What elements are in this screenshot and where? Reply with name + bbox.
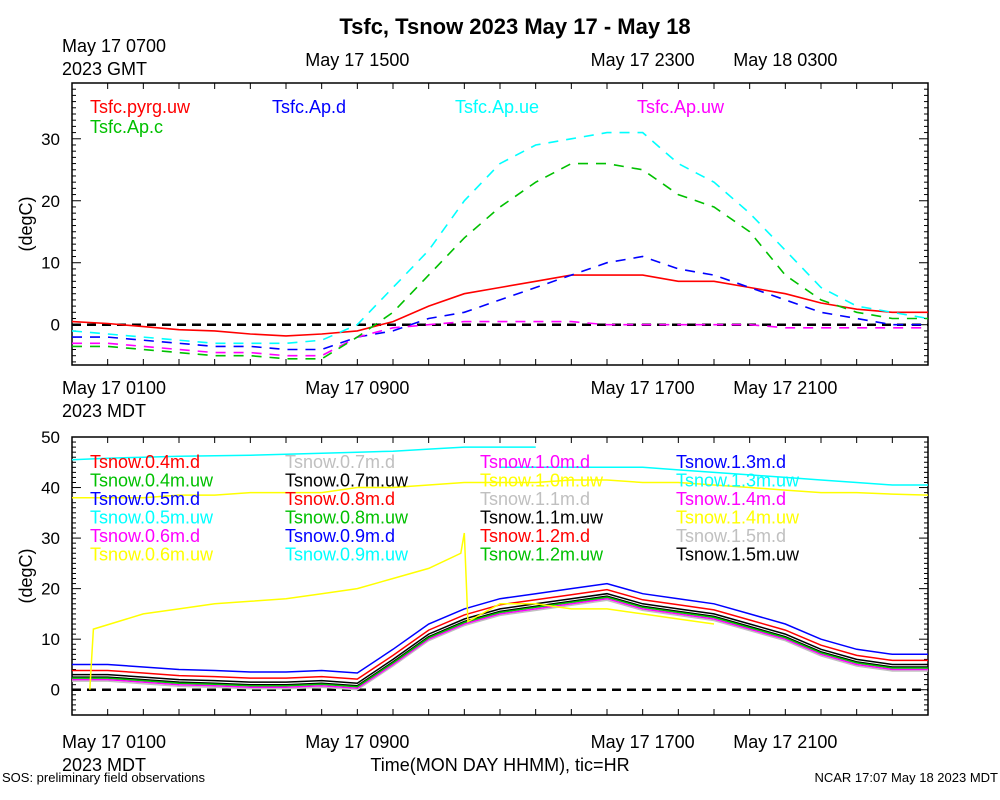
legend-Tsnow.1.2m.uw: Tsnow.1.2m.uw <box>480 545 604 565</box>
x-tick-label-gmt: May 18 0300 <box>733 50 837 70</box>
legend-Tsnow.0.5m.d: Tsnow.0.5m.d <box>90 489 200 509</box>
series-Tsnow.1.1m.uw <box>72 592 928 684</box>
legend-Tsnow.0.6m.uw: Tsnow.0.6m.uw <box>90 545 214 565</box>
legend-Tsfc.Ap.uw: Tsfc.Ap.uw <box>637 97 725 117</box>
y-tick-label: 50 <box>41 428 60 447</box>
legend-Tsfc.Ap.d: Tsfc.Ap.d <box>272 97 346 117</box>
x-tick-label-mdt: May 17 0900 <box>305 378 409 398</box>
figure-title: Tsfc, Tsnow 2023 May 17 - May 18 <box>339 14 690 39</box>
series-Tsnow.0.6m.uw <box>89 532 715 690</box>
legend-Tsnow.1.5m.d: Tsnow.1.5m.d <box>676 526 786 546</box>
x-axis-label: Time(MON DAY HHMM), tic=HR <box>370 755 629 775</box>
legend-Tsnow.1.0m.d: Tsnow.1.0m.d <box>480 452 590 472</box>
series-Tsnow.1.4m.d <box>72 597 928 689</box>
bottom-first-tick-line1: May 17 0100 <box>62 732 166 752</box>
series-Tsnow.1.0m.uw <box>72 479 928 499</box>
panel-1-series <box>72 446 928 691</box>
x-tick-label-mdt: May 17 1700 <box>591 732 695 752</box>
legend-Tsnow.0.7m.d: Tsnow.0.7m.d <box>285 452 395 472</box>
legend-Tsnow.1.1m.uw: Tsnow.1.1m.uw <box>480 508 604 528</box>
legend-Tsnow.0.7m.uw: Tsnow.0.7m.uw <box>285 471 409 491</box>
footer-right: NCAR 17:07 May 18 2023 MDT <box>814 770 998 785</box>
legend-Tsnow.1.0m.uw: Tsnow.1.0m.uw <box>480 471 604 491</box>
legend-Tsnow.0.5m.uw: Tsnow.0.5m.uw <box>90 508 214 528</box>
series-Tsfc.Ap.ue <box>72 131 928 345</box>
legend-Tsnow.1.2m.d: Tsnow.1.2m.d <box>480 526 590 546</box>
y-tick-label: 10 <box>41 254 60 273</box>
x-tick-label-mdt: May 17 1700 <box>591 378 695 398</box>
y-tick-label: 20 <box>41 580 60 599</box>
series-Tsfc.Ap.d <box>72 255 928 351</box>
legend-Tsfc.pyrg.uw: Tsfc.pyrg.uw <box>90 97 191 117</box>
legend-Tsnow.0.6m.d: Tsnow.0.6m.d <box>90 526 200 546</box>
legend-Tsnow.1.5m.uw: Tsnow.1.5m.uw <box>676 545 800 565</box>
legend-Tsnow.1.3m.uw: Tsnow.1.3m.uw <box>676 471 800 491</box>
panel-0-series <box>72 131 928 360</box>
y-axis-label: (degC) <box>16 548 36 603</box>
x-tick-label-mdt: May 17 0900 <box>305 732 409 752</box>
y-tick-label: 30 <box>41 529 60 548</box>
series-Tsfc.Ap.uw <box>72 320 928 357</box>
panel-0-frame <box>71 82 929 366</box>
legend-Tsnow.1.4m.d: Tsnow.1.4m.d <box>676 489 786 509</box>
footer-left: SOS: preliminary field observations <box>2 770 206 785</box>
series-Tsnow.1.2m.uw <box>72 596 928 688</box>
y-tick-label: 10 <box>41 630 60 649</box>
x-tick-label-mdt: May 17 2100 <box>733 732 837 752</box>
series-Tsnow.0.5m.uw <box>72 446 536 461</box>
x-tick-label-gmt: May 17 2300 <box>591 50 695 70</box>
series-Tsfc.Ap.c <box>72 162 928 360</box>
y-tick-label: 0 <box>51 316 60 335</box>
top-bottom-first-tick-line2: 2023 MDT <box>62 401 146 421</box>
legend-Tsnow.1.4m.uw: Tsnow.1.4m.uw <box>676 508 800 528</box>
legend-Tsnow.0.8m.uw: Tsnow.0.8m.uw <box>285 508 409 528</box>
series-Tsfc.pyrg.uw <box>72 274 928 337</box>
legend-Tsnow.0.9m.d: Tsnow.0.9m.d <box>285 526 395 546</box>
legend-Tsnow.0.4m.d: Tsnow.0.4m.d <box>90 452 200 472</box>
y-axis-label: (degC) <box>16 196 36 251</box>
x-tick-label-gmt: May 17 1500 <box>305 50 409 70</box>
series-Tsnow.1.2m.d <box>72 588 928 680</box>
series-Tsnow.1.5m.d <box>72 599 928 691</box>
y-tick-label: 20 <box>41 192 60 211</box>
series-Tsnow.1.5m.uw <box>72 595 928 687</box>
x-tick-label-mdt: May 17 2100 <box>733 378 837 398</box>
legend-Tsnow.0.8m.d: Tsnow.0.8m.d <box>285 489 395 509</box>
legend-Tsnow.1.3m.d: Tsnow.1.3m.d <box>676 452 786 472</box>
legend-Tsnow.0.9m.uw: Tsnow.0.9m.uw <box>285 545 409 565</box>
legend-Tsfc.Ap.ue: Tsfc.Ap.ue <box>455 97 539 117</box>
top-bottom-first-tick-line1: May 17 0100 <box>62 378 166 398</box>
legend-Tsnow.0.4m.uw: Tsnow.0.4m.uw <box>90 471 214 491</box>
top-first-tick-line1: May 17 0700 <box>62 36 166 56</box>
bottom-first-tick-line2: 2023 MDT <box>62 755 146 775</box>
series-Tsnow.1.3m.uw <box>500 466 928 486</box>
series-Tsnow.1.3m.d <box>72 582 928 674</box>
y-tick-label: 30 <box>41 130 60 149</box>
top-first-tick-line2: 2023 GMT <box>62 59 147 79</box>
y-tick-label: 0 <box>51 681 60 700</box>
legend-Tsfc.Ap.c: Tsfc.Ap.c <box>90 117 163 137</box>
y-tick-label: 40 <box>41 479 60 498</box>
legend-Tsnow.1.1m.d: Tsnow.1.1m.d <box>480 489 590 509</box>
